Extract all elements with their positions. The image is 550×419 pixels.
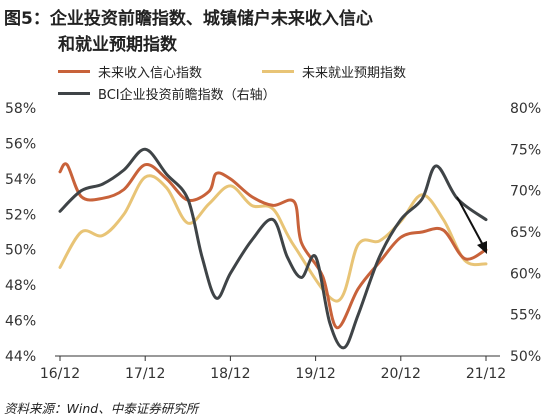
y-right-tick-label: 80% xyxy=(510,101,541,117)
legend-label-bci-investment: BCI企业投资前瞻指数（右轴） xyxy=(98,87,276,103)
x-tick-label: 17/12 xyxy=(125,366,165,382)
legend-label-income-confidence: 未来收入信心指数 xyxy=(98,65,203,81)
y-right-tick-label: 55% xyxy=(510,308,541,324)
y-left-tick-label: 54% xyxy=(5,172,36,188)
y-left-tick-label: 52% xyxy=(5,207,36,223)
chart-title-line-2: 和就业预期指数 xyxy=(58,35,177,55)
legend-swatch-employment-expectation xyxy=(262,69,294,73)
legend-swatch-income-confidence xyxy=(58,69,90,73)
annotation-layer xyxy=(456,196,487,254)
y-left-tick-label: 58% xyxy=(5,101,36,117)
annotation-arrow-head xyxy=(477,241,487,254)
series-line-employment-expectation xyxy=(58,174,488,303)
y-left-tick-label: 44% xyxy=(5,349,36,365)
y-left-tick-label: 50% xyxy=(5,243,36,259)
series-line-bci-investment xyxy=(58,147,488,350)
y-right-tick-label: 50% xyxy=(510,349,541,365)
chart-title-line-1: 图5：企业投资前瞻指数、城镇储户未来收入信心 xyxy=(4,9,373,29)
legend-item-bci-investment: BCI企业投资前瞻指数（右轴） xyxy=(58,84,276,103)
x-tick-label: 16/12 xyxy=(40,366,80,382)
y-right-tick-label: 70% xyxy=(510,184,541,200)
y-right-tick-label: 60% xyxy=(510,266,541,282)
axis-layer: 44% 46% 48% 50% 52% 54% 56% 58% 50% 55% 60% 65% 70% 7… xyxy=(5,101,541,382)
legend-item-income-confidence: 未来收入信心指数 xyxy=(58,62,203,81)
y-left-tick-label: 48% xyxy=(5,278,36,294)
y-left-tick-label: 46% xyxy=(5,314,36,330)
x-tick-label: 19/12 xyxy=(295,366,335,382)
legend-swatch-bci-investment xyxy=(58,91,90,95)
legend-label-employment-expectation: 未来就业预期指数 xyxy=(302,65,407,81)
x-tick-label: 20/12 xyxy=(381,366,421,382)
series-layer xyxy=(58,147,488,350)
series-line-income-confidence xyxy=(58,162,488,330)
y-right-tick-label: 65% xyxy=(510,225,541,241)
legend-item-employment-expectation: 未来就业预期指数 xyxy=(262,62,407,81)
y-left-tick-label: 56% xyxy=(5,136,36,152)
x-tick-label: 21/12 xyxy=(466,366,506,382)
source-note: 资料来源：Wind、中泰证券研究所 xyxy=(4,401,199,416)
y-right-tick-label: 75% xyxy=(510,142,541,158)
annotation-arrow xyxy=(456,196,485,248)
x-tick-label: 18/12 xyxy=(210,366,250,382)
